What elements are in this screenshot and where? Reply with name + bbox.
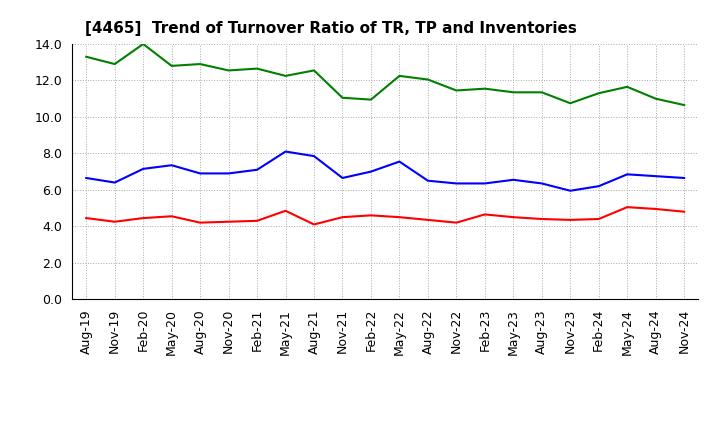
Trade Payables (509, 177, 518, 183)
Trade Receivables (623, 205, 631, 210)
Trade Payables (338, 176, 347, 181)
Trade Payables (167, 163, 176, 168)
Trade Receivables (395, 215, 404, 220)
Trade Payables (110, 180, 119, 185)
Legend: Trade Receivables, Trade Payables, Inventories: Trade Receivables, Trade Payables, Inven… (170, 438, 600, 440)
Trade Receivables (110, 219, 119, 224)
Inventories (566, 101, 575, 106)
Trade Payables (196, 171, 204, 176)
Trade Payables (680, 176, 688, 181)
Trade Receivables (566, 217, 575, 223)
Inventories (196, 62, 204, 67)
Trade Payables (395, 159, 404, 164)
Inventories (623, 84, 631, 89)
Inventories (282, 73, 290, 78)
Trade Receivables (139, 216, 148, 221)
Inventories (110, 62, 119, 67)
Line: Trade Payables: Trade Payables (86, 151, 684, 191)
Trade Payables (652, 173, 660, 179)
Trade Receivables (423, 217, 432, 223)
Trade Payables (82, 176, 91, 181)
Trade Receivables (253, 218, 261, 224)
Trade Payables (480, 181, 489, 186)
Trade Payables (452, 181, 461, 186)
Trade Receivables (480, 212, 489, 217)
Inventories (423, 77, 432, 82)
Inventories (652, 96, 660, 101)
Inventories (680, 103, 688, 108)
Trade Receivables (652, 206, 660, 212)
Inventories (395, 73, 404, 78)
Trade Receivables (282, 208, 290, 213)
Trade Receivables (310, 222, 318, 227)
Trade Receivables (509, 215, 518, 220)
Trade Payables (366, 169, 375, 174)
Inventories (82, 54, 91, 59)
Inventories (139, 41, 148, 47)
Line: Inventories: Inventories (86, 44, 684, 105)
Trade Receivables (338, 215, 347, 220)
Trade Receivables (82, 216, 91, 221)
Trade Payables (282, 149, 290, 154)
Trade Payables (566, 188, 575, 194)
Trade Receivables (680, 209, 688, 214)
Inventories (480, 86, 489, 92)
Trade Receivables (595, 216, 603, 222)
Trade Receivables (366, 213, 375, 218)
Inventories (167, 63, 176, 69)
Trade Payables (139, 166, 148, 172)
Inventories (366, 97, 375, 102)
Inventories (509, 90, 518, 95)
Inventories (595, 91, 603, 96)
Trade Payables (423, 178, 432, 183)
Trade Payables (537, 181, 546, 186)
Trade Receivables (196, 220, 204, 225)
Trade Payables (310, 154, 318, 159)
Inventories (537, 90, 546, 95)
Trade Receivables (452, 220, 461, 225)
Inventories (452, 88, 461, 93)
Line: Trade Receivables: Trade Receivables (86, 207, 684, 224)
Trade Payables (225, 171, 233, 176)
Trade Receivables (167, 214, 176, 219)
Trade Payables (253, 167, 261, 172)
Inventories (225, 68, 233, 73)
Trade Receivables (225, 219, 233, 224)
Inventories (310, 68, 318, 73)
Trade Receivables (537, 216, 546, 222)
Inventories (338, 95, 347, 100)
Text: [4465]  Trend of Turnover Ratio of TR, TP and Inventories: [4465] Trend of Turnover Ratio of TR, TP… (84, 21, 577, 36)
Inventories (253, 66, 261, 71)
Trade Payables (595, 183, 603, 189)
Trade Payables (623, 172, 631, 177)
